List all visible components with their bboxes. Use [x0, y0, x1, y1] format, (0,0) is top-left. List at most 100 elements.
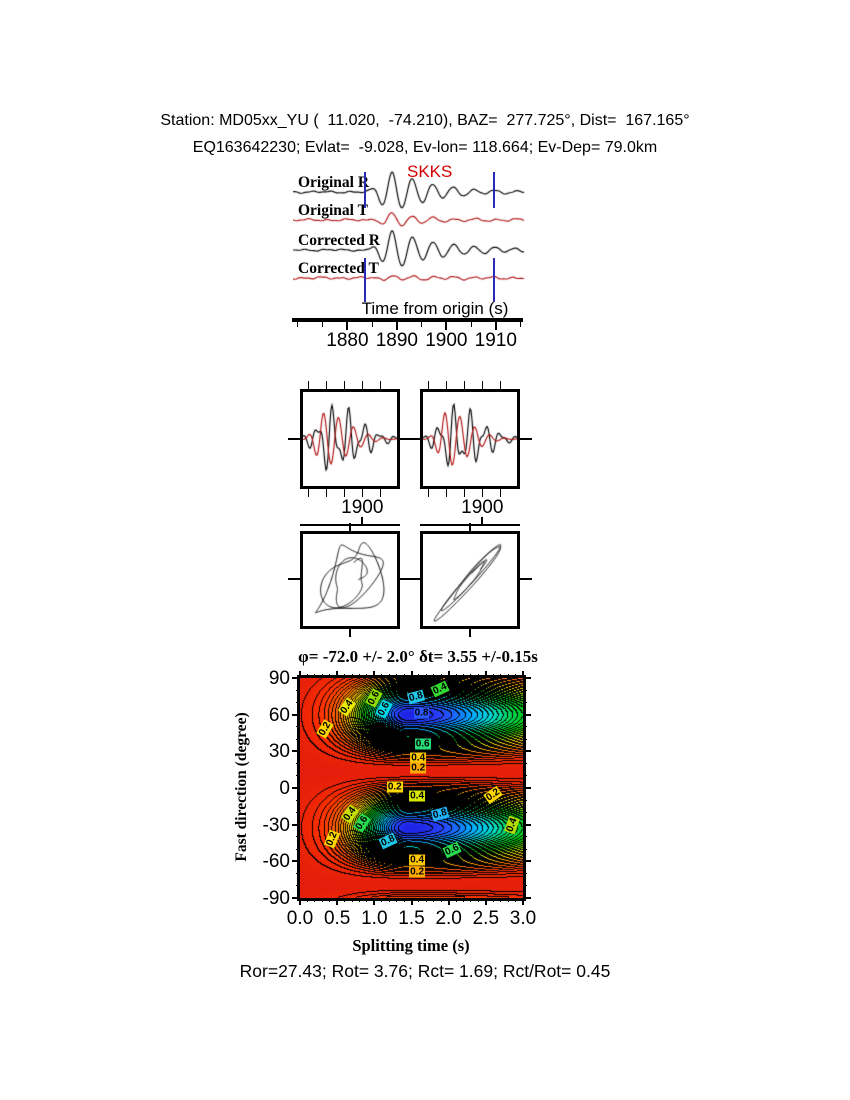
- compare-box-top-tick: [325, 381, 327, 389]
- compare-box-top-tick: [307, 381, 309, 389]
- contour-bottom-tick: [336, 898, 339, 905]
- compare-box-top-tick: [427, 381, 429, 389]
- pm-box-right-tick: [400, 578, 412, 580]
- contour-bottom-tick: [314, 898, 316, 902]
- contour-xtick-label: 2.0: [435, 908, 462, 929]
- contour-right-tick: [523, 689, 527, 691]
- compare-box-bottom-tick: [499, 489, 501, 497]
- contour-right-tick: [523, 860, 531, 863]
- pm-box-bottom-tick: [349, 629, 351, 637]
- contour-bottom-tick: [455, 898, 457, 902]
- contour-right-tick: [523, 787, 531, 789]
- time-axis-tick-label: 1880: [326, 330, 369, 351]
- contour-xtick-label: 0.0: [286, 908, 314, 929]
- compare-box-axis-tick: [361, 517, 364, 526]
- contour-right-tick: [523, 823, 531, 826]
- contour-bottom-tick: [329, 898, 331, 902]
- contour-bottom-tick: [418, 898, 420, 902]
- compare-box-bottom-tick: [343, 489, 345, 497]
- contour-bottom-tick: [492, 898, 494, 902]
- seismogram-traces-canvas: [293, 165, 525, 305]
- contour-level-label: 0.4: [409, 790, 426, 802]
- contour-right-tick: [523, 885, 527, 887]
- contour-top-tick: [484, 671, 487, 678]
- event-header: EQ163642230; Evlat= -9.028, Ev-lon= 118.…: [192, 139, 658, 156]
- misfit-contour-frame: 0.2 0.4 0.6 0.6 0.8 0.4 0.8 0.6 0.4 0.2 0.2 0.4 0.8 0…: [292, 671, 531, 905]
- contour-top-tick: [344, 674, 346, 678]
- compare-box-bottom-tick: [325, 489, 327, 497]
- contour-top-tick: [314, 674, 316, 678]
- contour-ytick-label: -60: [262, 851, 290, 873]
- contour-right-tick: [523, 677, 531, 679]
- contour-level-label: 0.2: [409, 866, 426, 878]
- time-axis-minor-tick: [520, 322, 522, 327]
- time-axis-minor-tick: [470, 322, 472, 327]
- compare-box-xtick-label: 1900: [461, 497, 504, 518]
- contour-left-tick: [296, 873, 300, 875]
- contour-top-tick: [455, 674, 457, 678]
- contour-right-tick: [523, 750, 531, 753]
- time-axis-minor-tick: [371, 322, 373, 327]
- trace-label: Corrected R: [298, 232, 380, 249]
- contour-xlabel: Splitting time (s): [352, 936, 470, 955]
- compare-box-top-tick: [343, 381, 345, 389]
- contour-bottom-tick: [447, 898, 450, 905]
- contour-top-tick: [396, 674, 398, 678]
- time-axis-minor-tick: [322, 322, 324, 327]
- contour-ytick-label: 90: [268, 668, 290, 689]
- contour-bottom-tick: [440, 898, 442, 902]
- contour-right-tick: [523, 701, 527, 703]
- contour-top-tick: [440, 674, 442, 678]
- contour-right-tick: [523, 811, 527, 813]
- compare-box-bottom-tick: [481, 489, 483, 497]
- contour-bottom-tick: [403, 898, 405, 902]
- window-marker-line: [364, 258, 367, 302]
- misfit-contour-canvas: [300, 678, 523, 898]
- time-axis-minor-tick: [421, 322, 423, 327]
- contour-xtick-label: 3.0: [509, 908, 537, 929]
- contour-left-tick: [296, 689, 300, 691]
- time-axis-tick-label: 1910: [474, 330, 517, 351]
- compare-box-bottom-tick: [361, 489, 363, 497]
- contour-left-tick: [292, 787, 300, 789]
- time-axis-major-tick: [346, 322, 349, 330]
- contour-bottom-tick: [515, 898, 517, 902]
- pm-box-left-tick: [408, 578, 420, 580]
- contour-top-tick: [336, 671, 339, 678]
- particle-motion-canvas: [303, 534, 397, 626]
- contour-top-tick: [433, 674, 435, 678]
- contour-top-tick: [373, 671, 376, 678]
- compare-box-bottom-tick: [445, 489, 447, 497]
- contour-top-tick: [477, 674, 479, 678]
- compare-box-top-tick: [463, 381, 465, 389]
- contour-top-tick: [403, 674, 405, 678]
- contour-level-label: 0.4: [410, 752, 427, 764]
- contour-top-tick: [515, 674, 517, 678]
- contour-left-tick: [296, 738, 300, 740]
- contour-top-tick: [470, 674, 472, 678]
- time-axis-major-tick: [395, 322, 398, 330]
- contour-ytick-label: 30: [268, 741, 290, 763]
- compare-box-top-tick: [499, 381, 501, 389]
- compare-box-top-tick: [481, 381, 483, 389]
- contour-level-label: 0.2: [386, 781, 403, 793]
- contour-title: φ= -72.0 +/- 2.0° δt= 3.55 +/-0.15s: [298, 647, 538, 666]
- contour-top-tick: [463, 674, 465, 678]
- contour-bottom-tick: [366, 898, 368, 902]
- contour-top-tick: [306, 674, 308, 678]
- contour-bottom-tick: [321, 898, 323, 902]
- contour-left-tick: [296, 726, 300, 728]
- contour-right-tick: [523, 897, 531, 899]
- waveform-compare-box: [420, 389, 520, 489]
- contour-left-tick: [292, 897, 300, 899]
- contour-level-label: 0.2: [410, 762, 427, 774]
- contour-level-label: 0.4: [409, 854, 426, 865]
- particle-motion-canvas: [423, 534, 517, 626]
- contour-top-tick: [358, 674, 360, 678]
- contour-bottom-tick: [425, 898, 427, 902]
- particle-motion-box: [420, 531, 520, 629]
- contour-bottom-tick: [507, 898, 509, 902]
- particle-motion-box: [300, 531, 400, 629]
- contour-top-tick: [321, 674, 323, 678]
